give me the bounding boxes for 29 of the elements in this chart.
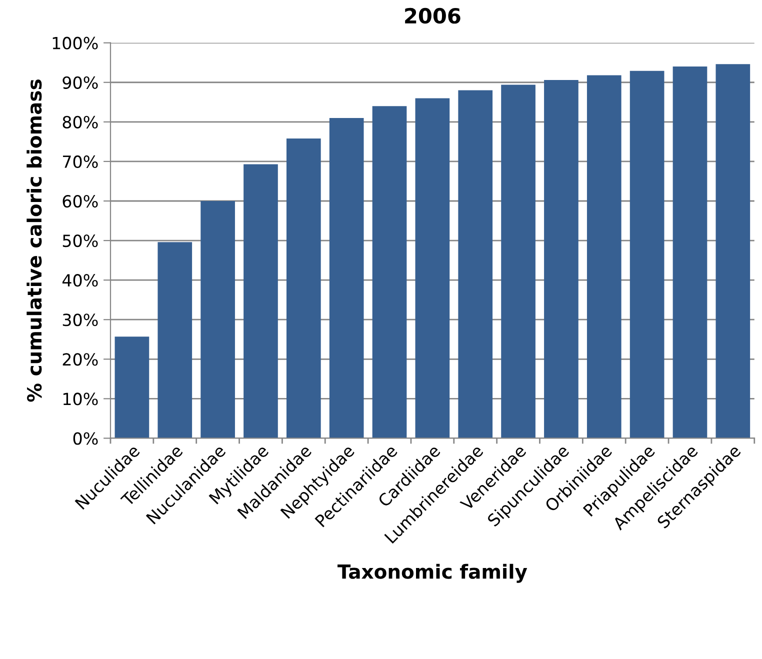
- bar: [586, 75, 622, 438]
- bar: [158, 242, 192, 438]
- y-tick-label: 0%: [73, 432, 98, 445]
- bar: [672, 66, 708, 438]
- y-tick-label: 60%: [62, 194, 98, 208]
- bar: [544, 80, 578, 438]
- bar: [415, 98, 450, 438]
- y-tick-label: 20%: [62, 353, 98, 366]
- bar: [114, 336, 150, 438]
- y-axis-title: % cumulative caloric biomass: [26, 80, 42, 402]
- y-tick-label: 40%: [62, 274, 98, 287]
- y-tick-label: 90%: [62, 76, 98, 89]
- bar: [630, 70, 664, 438]
- bar: [716, 64, 750, 438]
- bar: [200, 200, 235, 438]
- y-tick-label: 80%: [62, 116, 98, 128]
- y-tick-label: 10%: [63, 392, 98, 406]
- y-tick-label: 50%: [62, 234, 98, 248]
- bar: [244, 164, 278, 438]
- bar: [286, 138, 321, 438]
- y-tick-label: 70%: [63, 155, 98, 168]
- bar: [501, 84, 536, 438]
- bar: [329, 118, 364, 438]
- y-tick-label: 30%: [62, 314, 98, 326]
- y-tick-label: 100%: [52, 36, 98, 50]
- x-axis-title: Taxonomic family: [338, 564, 528, 583]
- bar: [458, 90, 493, 438]
- chart-title: 2006: [405, 8, 460, 24]
- bar: [372, 106, 407, 438]
